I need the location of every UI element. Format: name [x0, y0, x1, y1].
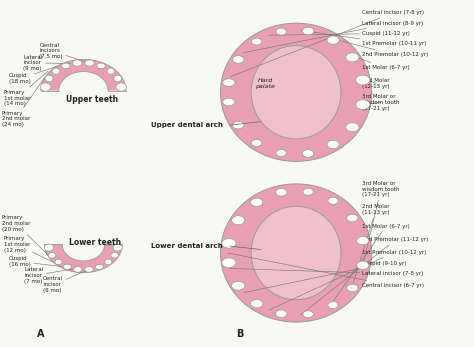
Text: Central
incisors
(7.5 mo): Central incisors (7.5 mo): [39, 43, 88, 62]
Ellipse shape: [356, 237, 369, 245]
Ellipse shape: [250, 299, 263, 308]
Ellipse shape: [250, 198, 263, 206]
Text: Primary
1st molar
(12 mo): Primary 1st molar (12 mo): [3, 236, 53, 262]
Ellipse shape: [48, 253, 56, 258]
Ellipse shape: [356, 261, 369, 269]
Ellipse shape: [346, 214, 358, 222]
Text: Central incisor (6-7 yr): Central incisor (6-7 yr): [228, 253, 424, 288]
Text: A: A: [37, 329, 45, 339]
Ellipse shape: [327, 36, 339, 44]
Polygon shape: [41, 59, 126, 91]
Ellipse shape: [346, 53, 359, 62]
Text: Cuspid (11-12 yr): Cuspid (11-12 yr): [269, 31, 410, 36]
Text: Primary
1st molar
(14 mo): Primary 1st molar (14 mo): [3, 71, 48, 107]
Ellipse shape: [251, 139, 262, 146]
Ellipse shape: [346, 284, 358, 292]
Ellipse shape: [107, 68, 115, 74]
Ellipse shape: [45, 75, 53, 82]
Ellipse shape: [73, 266, 82, 272]
Text: Lateral incisor (8-9 yr): Lateral incisor (8-9 yr): [244, 21, 423, 53]
Ellipse shape: [303, 311, 313, 318]
Ellipse shape: [275, 310, 287, 318]
Text: Cuspid
(16 mo): Cuspid (16 mo): [9, 256, 61, 267]
Polygon shape: [251, 45, 341, 139]
Text: 1st Premolar (10-11 yr): 1st Premolar (10-11 yr): [301, 30, 427, 46]
Ellipse shape: [44, 244, 54, 251]
Ellipse shape: [303, 188, 313, 195]
Polygon shape: [220, 184, 372, 322]
Ellipse shape: [40, 83, 51, 91]
Text: Upper teeth: Upper teeth: [66, 95, 118, 104]
Text: Lower dental arch: Lower dental arch: [151, 243, 223, 249]
Text: Lateral
incisor
(7 mo): Lateral incisor (7 mo): [24, 267, 73, 284]
Polygon shape: [45, 244, 122, 273]
Text: 2nd Premolar (11-12 yr): 2nd Premolar (11-12 yr): [301, 237, 428, 315]
Ellipse shape: [111, 253, 118, 258]
Text: Lateral incisor (7-8 yr): Lateral incisor (7-8 yr): [230, 269, 423, 276]
Ellipse shape: [275, 188, 287, 196]
Ellipse shape: [302, 27, 314, 35]
Text: 1st Molar (6-7 yr): 1st Molar (6-7 yr): [351, 56, 410, 70]
Text: 2nd Molar
(11-13 yr): 2nd Molar (11-13 yr): [351, 204, 390, 289]
Polygon shape: [251, 206, 341, 300]
Ellipse shape: [114, 75, 122, 82]
Ellipse shape: [356, 75, 370, 85]
Text: Hard
palate: Hard palate: [255, 78, 275, 89]
Text: Lateral
incisor
(9 mo): Lateral incisor (9 mo): [23, 54, 70, 71]
Ellipse shape: [356, 100, 370, 109]
Text: Cuspid (9-10 yr): Cuspid (9-10 yr): [244, 261, 407, 293]
Ellipse shape: [223, 79, 235, 86]
Ellipse shape: [222, 258, 236, 268]
Ellipse shape: [222, 238, 236, 248]
Ellipse shape: [62, 63, 70, 69]
Ellipse shape: [223, 98, 235, 106]
Ellipse shape: [328, 302, 338, 308]
Ellipse shape: [95, 264, 103, 269]
Ellipse shape: [97, 63, 105, 69]
Ellipse shape: [233, 56, 244, 63]
Text: Central
incisor
(6 mo): Central incisor (6 mo): [43, 270, 88, 293]
Ellipse shape: [327, 140, 339, 149]
Text: B: B: [236, 329, 243, 339]
Ellipse shape: [251, 38, 262, 45]
Ellipse shape: [232, 216, 245, 225]
Ellipse shape: [276, 150, 286, 156]
Ellipse shape: [52, 68, 60, 74]
Ellipse shape: [85, 60, 94, 66]
Ellipse shape: [276, 28, 286, 35]
Text: 2nd Molar
(12-13 yr): 2nd Molar (12-13 yr): [362, 77, 390, 89]
Text: Cuspid
(18 mo): Cuspid (18 mo): [9, 66, 57, 84]
Ellipse shape: [105, 259, 112, 265]
Text: Upper dental arch: Upper dental arch: [151, 122, 223, 128]
Text: 3rd Molar or
wisdom tooth
(17-21 yr): 3rd Molar or wisdom tooth (17-21 yr): [362, 181, 400, 265]
Polygon shape: [220, 23, 372, 161]
Text: Lower teeth: Lower teeth: [69, 238, 121, 247]
Ellipse shape: [113, 244, 123, 251]
Ellipse shape: [85, 266, 93, 272]
Text: Primary
2nd molar
(20 mo): Primary 2nd molar (20 mo): [1, 215, 49, 256]
Ellipse shape: [233, 121, 244, 129]
Ellipse shape: [302, 150, 314, 157]
Ellipse shape: [64, 264, 72, 269]
Ellipse shape: [346, 123, 359, 132]
Ellipse shape: [232, 281, 245, 290]
Ellipse shape: [116, 83, 127, 91]
Text: Central incisor (7-8 yr): Central incisor (7-8 yr): [230, 10, 424, 77]
Text: 1st Premolar (10-12 yr): 1st Premolar (10-12 yr): [269, 250, 427, 310]
Text: 3rd Molar or
wisdom tooth
(17-21 yr): 3rd Molar or wisdom tooth (17-21 yr): [362, 94, 400, 111]
Ellipse shape: [328, 197, 338, 204]
Text: Primary
2nd molar
(24 mo): Primary 2nd molar (24 mo): [1, 77, 45, 127]
Text: 2nd Premolar (10-12 yr): 2nd Premolar (10-12 yr): [329, 38, 428, 58]
Ellipse shape: [55, 259, 62, 265]
Text: 1st Molar (6-7 yr): 1st Molar (6-7 yr): [329, 223, 410, 307]
Ellipse shape: [73, 60, 82, 66]
